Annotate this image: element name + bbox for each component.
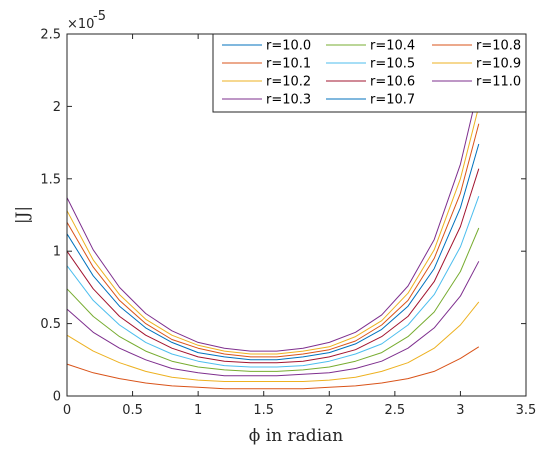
y-tick-label: 2: [53, 100, 61, 115]
y-exponent-base: ×10: [67, 17, 94, 32]
legend-entry-label: r=10.9: [476, 57, 521, 72]
y-axis-label: |J|: [13, 206, 33, 224]
y-tick-label: 0: [53, 390, 61, 405]
legend-entry-label: r=10.3: [266, 93, 311, 108]
series-line-r-10-5: [66, 196, 480, 368]
legend: r=10.0 r=10.1 r=10.2 r=10.3 r=10.4 r=10.5 r=10…: [212, 33, 527, 113]
x-tick-label: 0: [63, 403, 71, 418]
series-line-r-10-1: [66, 346, 480, 390]
x-axis: 0 0.5 1 1.5 2 2.5 3 3.5: [63, 34, 536, 418]
legend-entry-label: r=10.7: [370, 93, 415, 108]
x-tick-label: 3: [456, 403, 464, 418]
x-tick-label: 3.5: [516, 403, 537, 418]
y-exponent-power: -5: [93, 9, 106, 24]
legend-entry-label: r=10.4: [370, 39, 415, 54]
x-tick-label: 2.5: [385, 403, 406, 418]
legend-entry-label: r=10.5: [370, 57, 415, 72]
legend-entry-label: r=10.1: [266, 57, 311, 72]
series-line-r-10-4: [66, 227, 480, 372]
legend-box: [212, 33, 527, 113]
y-tick-label: 0.5: [40, 317, 61, 332]
series-layer: [66, 85, 480, 397]
series-line-r-10-8: [66, 123, 480, 358]
y-axis: 0 0.5 1 1.5 2 2.5: [40, 28, 526, 405]
legend-entry-label: r=11.0: [476, 75, 521, 90]
x-axis-label: ϕ in radian: [249, 426, 343, 446]
series-line-r-10-6: [66, 168, 480, 364]
series-line-r-10-7: [66, 143, 480, 361]
y-tick-label: 1.5: [40, 172, 61, 187]
x-tick-label: 1: [194, 403, 202, 418]
series-line-r-10-2: [66, 301, 480, 382]
y-tick-label: 2.5: [40, 28, 61, 43]
legend-entry-label: r=10.6: [370, 75, 415, 90]
series-line-r-10-3: [66, 261, 480, 377]
x-tick-label: 2: [325, 403, 333, 418]
series-line-r-11-0: [66, 85, 480, 352]
legend-entry-label: r=10.0: [266, 39, 311, 54]
series-line-r-10-9: [66, 106, 480, 355]
y-tick-label: 1: [53, 245, 61, 260]
legend-entry-label: r=10.2: [266, 75, 311, 90]
x-tick-label: 1.5: [253, 403, 274, 418]
x-tick-label: 0.5: [122, 403, 143, 418]
legend-entry-label: r=10.8: [476, 39, 521, 54]
